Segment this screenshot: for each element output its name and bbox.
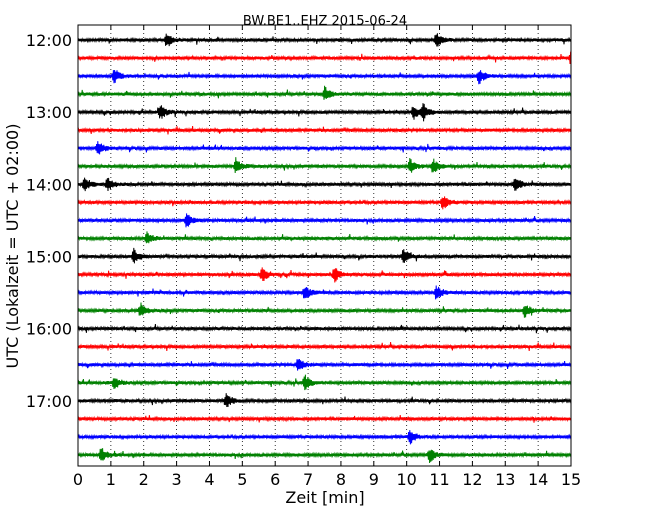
seismogram-trace [77,33,572,47]
seismogram-trace [77,231,572,244]
seismogram-trace [77,267,572,283]
seismogram-trace [77,393,572,408]
x-tick-label: 4 [204,470,214,489]
seismogram-trace [77,415,572,423]
seismogram-trace [77,69,572,85]
seismogram-trace [77,141,572,155]
axis-ticks: 0 1 2 3 4 5 6 7 8 9 10 11 12 13 14 1512:0013:0014:0015:… [26,25,581,489]
seismogram-trace [77,103,572,122]
seismogram-trace [77,285,572,300]
x-tick-label: 11 [429,470,449,489]
seismogram-trace [77,358,572,371]
y-tick-label: 15:00 [26,247,72,266]
seismogram-trace [77,302,572,318]
seismogram-trace [77,430,572,445]
seismogram-trace [77,374,572,391]
seismogram-trace [77,247,572,264]
x-tick-label: 13 [495,470,515,489]
y-tick-label: 16:00 [26,320,72,339]
x-tick-label: 5 [237,470,247,489]
x-tick-label: 10 [396,470,416,489]
seismogram-trace [77,177,572,192]
x-tick-label: 15 [561,470,581,489]
seismogram-trace [77,85,572,100]
seismogram-trace [77,213,572,228]
seismogram-trace [77,125,572,135]
y-tick-label: 13:00 [26,103,72,122]
seismogram-trace [77,448,572,464]
x-tick-label: 2 [139,470,149,489]
seismogram-trace [77,157,572,174]
y-axis-label: UTC (Lokalzeit = UTC + 02:00) [3,124,22,369]
x-tick-label: 8 [336,470,346,489]
seismogram-trace [77,196,572,210]
seismogram-trace [77,324,572,334]
seismogram-trace [77,342,572,352]
plot-frame [77,24,572,467]
chart-title: BW.BE1..EHZ 2015-06-24 [243,14,407,29]
x-tick-label: 14 [528,470,548,489]
x-tick-label: 9 [369,470,379,489]
x-tick-label: 3 [172,470,182,489]
x-tick-label: 12 [462,470,482,489]
x-tick-label: 0 [73,470,83,489]
x-tick-label: 6 [270,470,280,489]
x-tick-label: 1 [106,470,116,489]
seismogram-trace [77,51,572,65]
grid-lines [110,25,539,466]
seismogram-traces [77,33,572,464]
x-tick-label: 7 [303,470,313,489]
y-tick-label: 17:00 [26,392,72,411]
x-axis-label: Zeit [min] [285,488,364,507]
y-tick-label: 14:00 [26,175,72,194]
y-tick-label: 12:00 [26,31,72,50]
